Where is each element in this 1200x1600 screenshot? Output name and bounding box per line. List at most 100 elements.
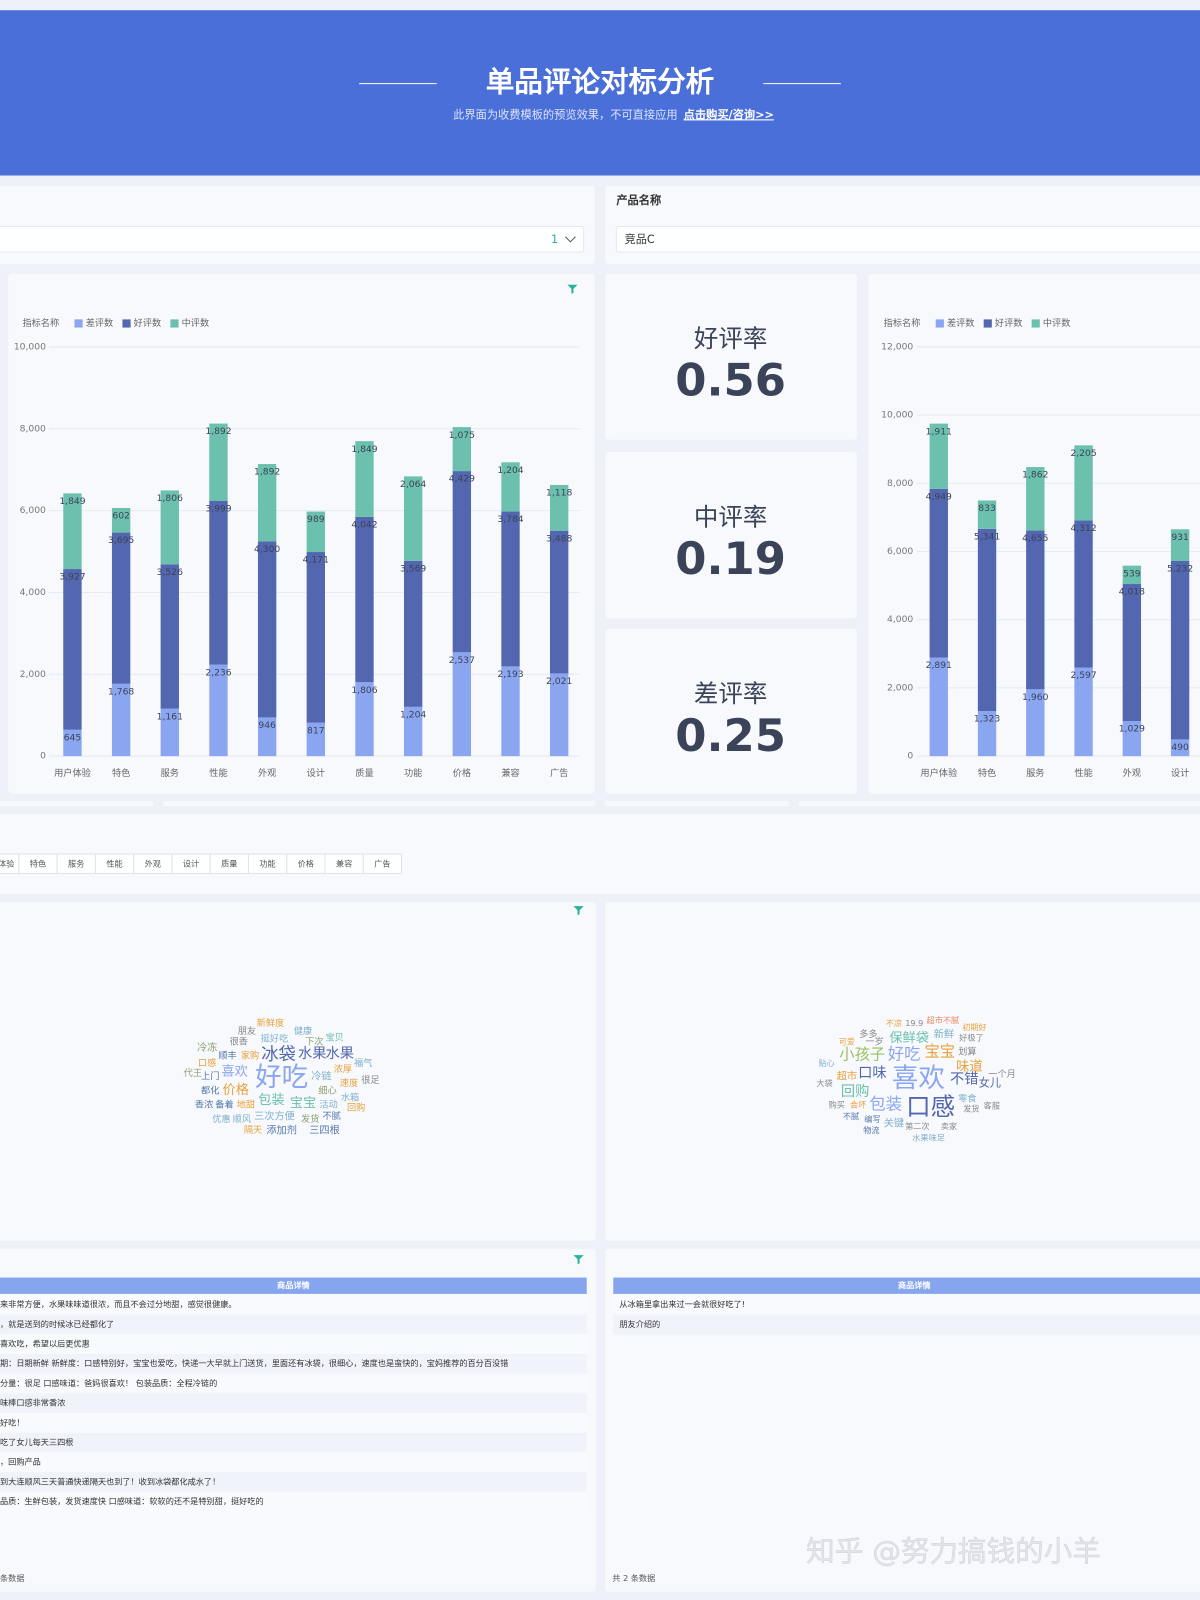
legend-label[interactable]: 中评数 xyxy=(1043,317,1071,329)
table-row[interactable] xyxy=(0,1393,587,1414)
cloud-word: 口感 xyxy=(198,1057,216,1069)
filter-select[interactable] xyxy=(0,226,585,253)
x-tick-label: 性能 xyxy=(1074,767,1092,779)
y-tick-label: 6,000 xyxy=(887,546,913,557)
table-row[interactable] xyxy=(613,1294,1200,1315)
data-label: 1,960 xyxy=(1022,692,1048,703)
table-header-label: 商品详情 xyxy=(898,1280,931,1290)
filter-value: 竞品C xyxy=(624,232,654,246)
table-header-label: 商品详情 xyxy=(277,1280,310,1290)
cloud-word: 划算 xyxy=(958,1046,976,1058)
x-tick-label: 性能 xyxy=(209,767,227,779)
bar-segment xyxy=(1074,445,1093,521)
bar-segment xyxy=(160,564,179,709)
data-label: 4,300 xyxy=(254,544,280,555)
table-row[interactable] xyxy=(613,1314,1200,1335)
buy-link[interactable]: 点击购买/咨询>> xyxy=(684,107,774,121)
table-row[interactable] xyxy=(0,1314,587,1335)
cloud-word: 冷冻 xyxy=(197,1041,217,1054)
data-label: 1,849 xyxy=(59,496,85,507)
bar-segment xyxy=(160,490,179,565)
data-label: 833 xyxy=(978,503,996,514)
legend-label[interactable]: 差评数 xyxy=(947,317,975,329)
x-tick-label: 设计 xyxy=(307,767,325,779)
bar-segment xyxy=(111,683,131,757)
bar-segment xyxy=(977,500,997,529)
cloud-word: 包装 xyxy=(258,1092,285,1108)
table-row[interactable] xyxy=(0,1491,587,1512)
table-row[interactable] xyxy=(0,1413,587,1433)
x-tick-label: 广告 xyxy=(550,767,568,779)
kpi-card xyxy=(605,273,858,440)
bar-segment xyxy=(1122,721,1142,757)
cloud-word: 初期好 xyxy=(962,1022,986,1032)
tab-label: 广告 xyxy=(374,858,390,868)
tab-label: 功能 xyxy=(259,858,275,868)
bar-segment xyxy=(550,530,569,674)
bar-segment xyxy=(1026,530,1045,690)
cloud-word: 备着 xyxy=(215,1099,233,1111)
data-label: 2,891 xyxy=(926,660,952,671)
cloud-word: 超市不腻 xyxy=(927,1015,960,1025)
data-label: 602 xyxy=(112,511,130,522)
data-label: 645 xyxy=(64,732,82,743)
x-tick-label: 质量 xyxy=(355,767,373,779)
table-row[interactable] xyxy=(0,1334,587,1354)
table-row[interactable] xyxy=(0,1294,587,1315)
x-tick-label: 服务 xyxy=(1026,767,1044,779)
table-row[interactable] xyxy=(0,1452,587,1473)
legend-label[interactable]: 好评数 xyxy=(995,317,1023,329)
table-row[interactable] xyxy=(0,1472,587,1492)
bar-segment xyxy=(550,673,569,757)
y-tick-label: 2,000 xyxy=(20,669,46,680)
table-row[interactable] xyxy=(0,1353,587,1374)
bar-segment xyxy=(257,541,277,718)
tab-label: 设计 xyxy=(183,858,199,868)
table-cell: 期：日期新鲜 新鲜度：口感特别好，宝宝也爱吃，快递一大早就上门送货，里面还有冰袋… xyxy=(0,1358,508,1368)
legend-label[interactable]: 好评数 xyxy=(134,317,162,329)
data-label: 490 xyxy=(1171,742,1189,753)
table-row[interactable] xyxy=(0,1432,587,1453)
bar-segment xyxy=(403,476,423,561)
cloud-word: 三次方便 xyxy=(254,1109,295,1122)
table-cell: 到大连顺风三天普通快递隔天也到了！收到冰袋都化成水了！ xyxy=(0,1476,220,1486)
data-label: 1,892 xyxy=(205,426,231,437)
table-cell: 喜欢吃，希望以后更优惠 xyxy=(0,1338,90,1348)
tab-label: 体验 xyxy=(0,858,14,868)
data-label: 946 xyxy=(258,720,276,731)
y-tick-label: 8,000 xyxy=(887,478,913,489)
cloud-word: 添加剂 xyxy=(266,1124,297,1137)
table-footer: 条数据 xyxy=(0,1573,24,1583)
cloud-word: 挺好吃 xyxy=(261,1032,289,1044)
table-row[interactable] xyxy=(0,1373,587,1394)
panel-edge xyxy=(163,801,595,807)
cloud-word: 都化 xyxy=(201,1084,219,1096)
filter-icon[interactable] xyxy=(573,1255,584,1265)
filter-icon[interactable] xyxy=(567,284,578,294)
cloud-word: 地甜 xyxy=(237,1099,255,1111)
watermark: 知乎 @努力搞钱的小羊 xyxy=(806,1534,1101,1568)
data-label: 2,193 xyxy=(497,669,523,680)
kpi-card xyxy=(605,628,858,794)
tab[interactable] xyxy=(362,853,403,874)
bar-segment xyxy=(111,532,131,684)
cloud-word: 上门 xyxy=(201,1070,219,1082)
y-tick-label: 6,000 xyxy=(20,505,46,516)
data-label: 2,021 xyxy=(546,676,572,687)
bar-segment xyxy=(257,717,277,757)
filter-input[interactable] xyxy=(615,226,1200,253)
y-tick-label: 0 xyxy=(907,751,913,762)
data-label: 3,999 xyxy=(205,504,231,515)
legend-label[interactable]: 差评数 xyxy=(86,317,114,329)
data-label: 989 xyxy=(307,514,325,525)
wordcloud-panel xyxy=(0,902,596,1241)
cloud-word: 发货 xyxy=(301,1113,319,1125)
y-tick-label: 10,000 xyxy=(881,410,913,421)
cloud-word: 冰袋 xyxy=(261,1045,296,1065)
cloud-word: 水果味足 xyxy=(912,1132,945,1142)
cloud-word: 购买 xyxy=(829,1100,845,1110)
cloud-word: 贴心 xyxy=(818,1058,834,1068)
legend-label[interactable]: 中评数 xyxy=(182,317,210,329)
filter-icon[interactable] xyxy=(573,906,584,916)
